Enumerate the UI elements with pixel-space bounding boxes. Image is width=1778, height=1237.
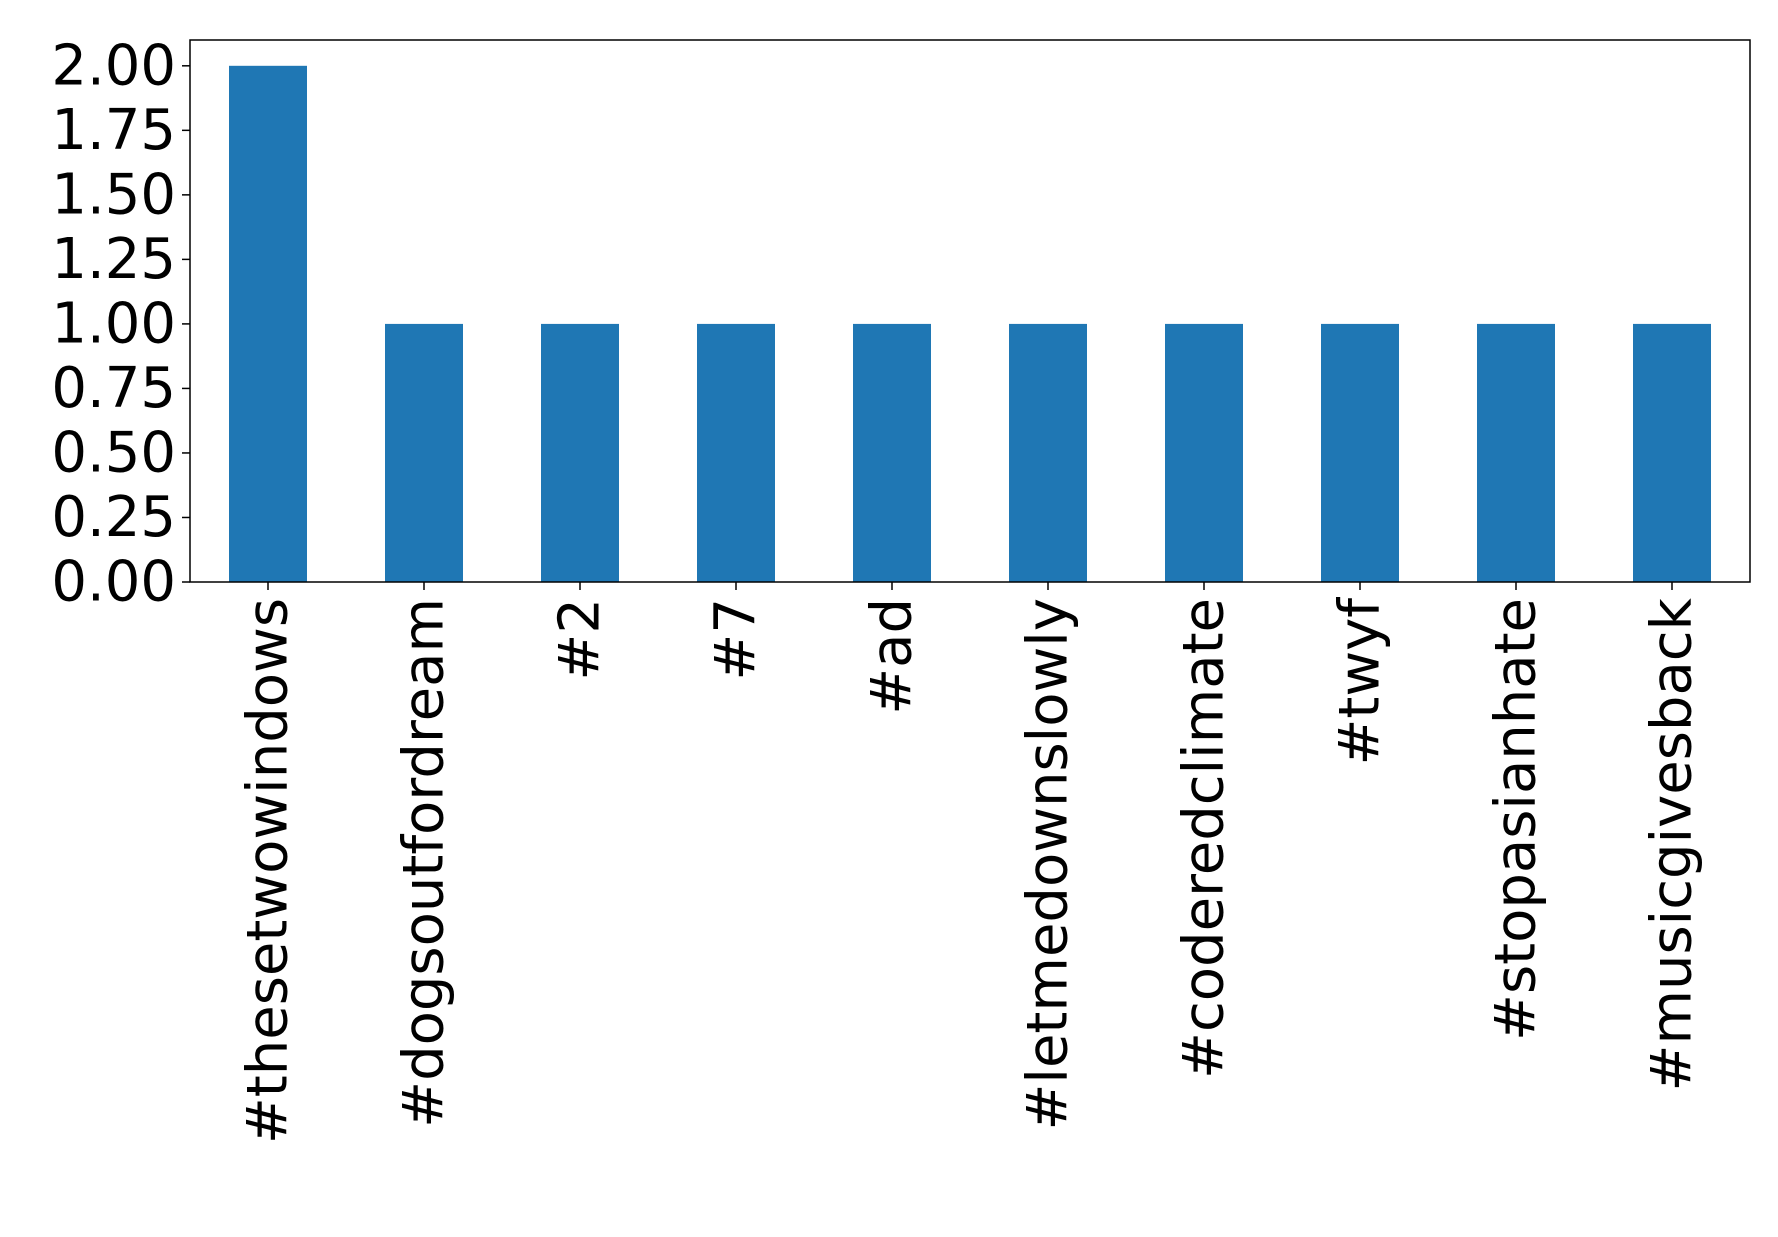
y-axis: 0.000.250.500.751.001.251.501.752.00: [51, 33, 190, 615]
y-tick-label: 0.50: [51, 420, 176, 485]
x-tick-label: #letmedownslowly: [1016, 598, 1081, 1131]
x-tick-label: #dogsoutfordream: [392, 598, 457, 1128]
bar-5: [1009, 323, 1087, 582]
x-tick-label: #coderedclimate: [1172, 598, 1237, 1079]
y-tick-label: 0.75: [51, 356, 176, 421]
bar-8: [1477, 323, 1555, 582]
bars-group: [229, 65, 1711, 583]
y-tick-label: 1.75: [51, 98, 176, 163]
x-tick-label: #2: [548, 598, 613, 681]
x-tick-label: #7: [704, 598, 769, 681]
x-tick-label: #stopasianhate: [1484, 598, 1549, 1041]
y-tick-label: 1.00: [51, 291, 176, 356]
x-tick-label: #twyf: [1328, 597, 1393, 766]
y-tick-label: 1.25: [51, 227, 176, 292]
x-tick-label: #musicgivesback: [1640, 597, 1705, 1091]
plot-frame: [189, 39, 1751, 583]
bar-0: [229, 65, 307, 583]
bar-2: [541, 323, 619, 582]
bar-1: [385, 323, 463, 582]
bar-3: [697, 323, 775, 582]
y-tick-label: 1.50: [51, 162, 176, 227]
x-tick-label: #thesetwowindows: [236, 598, 301, 1144]
y-tick-label: 2.00: [51, 33, 176, 98]
y-tick-label: 0.00: [51, 550, 176, 615]
y-tick-label: 0.25: [51, 485, 176, 550]
bar-9: [1633, 323, 1711, 582]
bar-6: [1165, 323, 1243, 582]
x-tick-label: #ad: [860, 598, 925, 715]
bar-4: [853, 323, 931, 582]
x-axis: #thesetwowindows #dogsoutfordream #2 #7 #ad #…: [236, 582, 1705, 1144]
bar-7: [1321, 323, 1399, 582]
